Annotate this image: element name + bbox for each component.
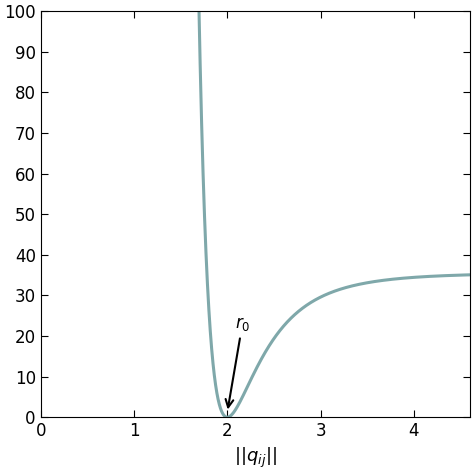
X-axis label: $||q_{ij}||$: $||q_{ij}||$ <box>234 446 277 470</box>
Text: $r_0$: $r_0$ <box>226 315 250 407</box>
